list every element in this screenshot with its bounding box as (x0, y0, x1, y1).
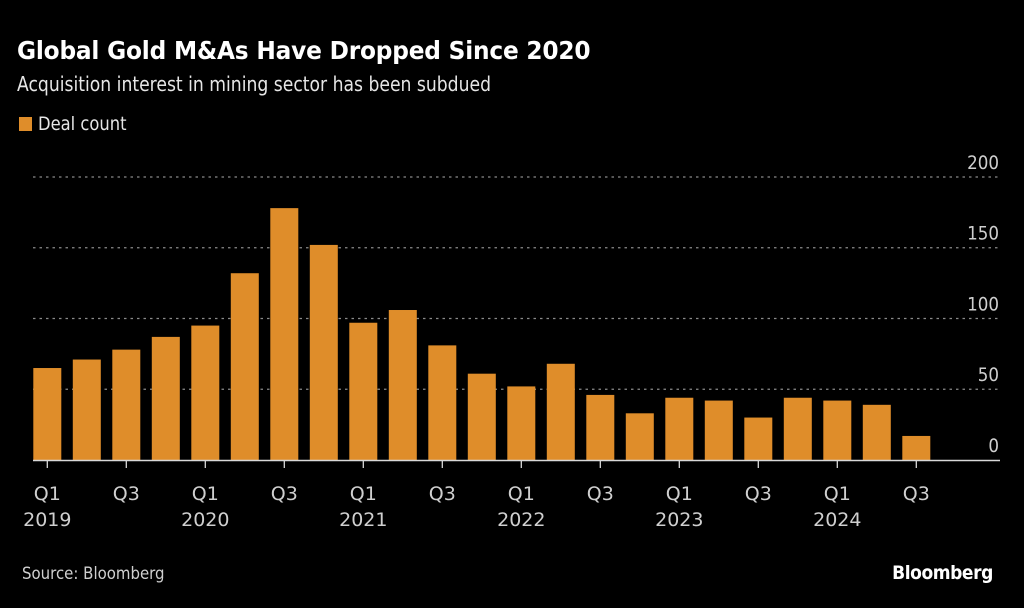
y-tick-label-200: 200 (967, 152, 999, 174)
legend-swatch-deal-count (19, 117, 32, 131)
x-tick-label-year: 2019 (23, 509, 71, 531)
x-tick-label-quarter: Q3 (903, 483, 930, 505)
y-tick-label-150: 150 (967, 223, 999, 245)
chart-title: Global Gold M&As Have Dropped Since 2020 (17, 36, 591, 65)
y-tick-label-0: 0 (988, 435, 999, 457)
bar-q3-2022 (586, 394, 615, 460)
bar-q2-2023 (704, 400, 733, 460)
bar-q1-2021 (349, 322, 378, 460)
bar-q2-2020 (230, 273, 259, 460)
x-tick-label-quarter: Q3 (271, 483, 298, 505)
y-tick-label-50: 50 (978, 364, 999, 386)
bar-q2-2019 (72, 359, 101, 460)
bar-q3-2024 (902, 435, 931, 460)
bar-q4-2020 (309, 244, 338, 460)
bar-q4-2023 (783, 397, 812, 460)
bar-q4-2021 (467, 373, 496, 460)
legend-label-deal-count: Deal count (38, 113, 127, 135)
bar-q3-2021 (428, 345, 457, 460)
source-note: Source: Bloomberg (22, 564, 165, 584)
bar-q3-2019 (112, 349, 141, 460)
bar-q1-2019 (33, 368, 62, 460)
bar-q3-2020 (270, 208, 299, 460)
x-tick-label-year: 2022 (497, 509, 545, 531)
bar-q4-2022 (625, 413, 654, 460)
bar-q1-2024 (823, 400, 852, 460)
bar-q2-2021 (388, 310, 417, 460)
bar-q2-2022 (546, 363, 575, 460)
x-tick-label-quarter: Q3 (587, 483, 614, 505)
legend: Deal count (19, 113, 141, 135)
bloomberg-logo: Bloomberg (892, 562, 993, 584)
x-tick-label-quarter: Q3 (113, 483, 140, 505)
x-tick-label-quarter: Q3 (429, 483, 456, 505)
chart-subtitle: Acquisition interest in mining sector ha… (17, 72, 492, 96)
x-tick-label-quarter: Q3 (745, 483, 772, 505)
x-tick-label-quarter: Q1 (350, 483, 377, 505)
x-tick-label-quarter: Q1 (508, 483, 535, 505)
x-tick-label-quarter: Q1 (34, 483, 61, 505)
bar-q1-2023 (665, 397, 694, 460)
x-tick-label-year: 2023 (655, 509, 703, 531)
bar-q1-2020 (191, 325, 220, 460)
x-tick-label-quarter: Q1 (666, 483, 693, 505)
x-tick-label-year: 2021 (339, 509, 387, 531)
x-tick-label-year: 2024 (813, 509, 861, 531)
bars (33, 208, 931, 460)
bar-q2-2024 (862, 404, 891, 460)
y-tick-label-100: 100 (967, 294, 999, 316)
x-tick-label-quarter: Q1 (192, 483, 219, 505)
x-tick-label-year: 2020 (181, 509, 229, 531)
bar-q4-2019 (151, 336, 180, 460)
x-tick-label-quarter: Q1 (824, 483, 851, 505)
y-axis-tick-labels: 0 50 100 150 200 (967, 152, 999, 457)
bar-q3-2023 (744, 417, 773, 460)
bar-q1-2022 (507, 386, 536, 460)
x-axis: Q1 2019 Q3 Q1 2020 Q3 Q1 2021 Q3 Q1 2022 Q3 Q1 2023 Q3… (23, 459, 1000, 531)
